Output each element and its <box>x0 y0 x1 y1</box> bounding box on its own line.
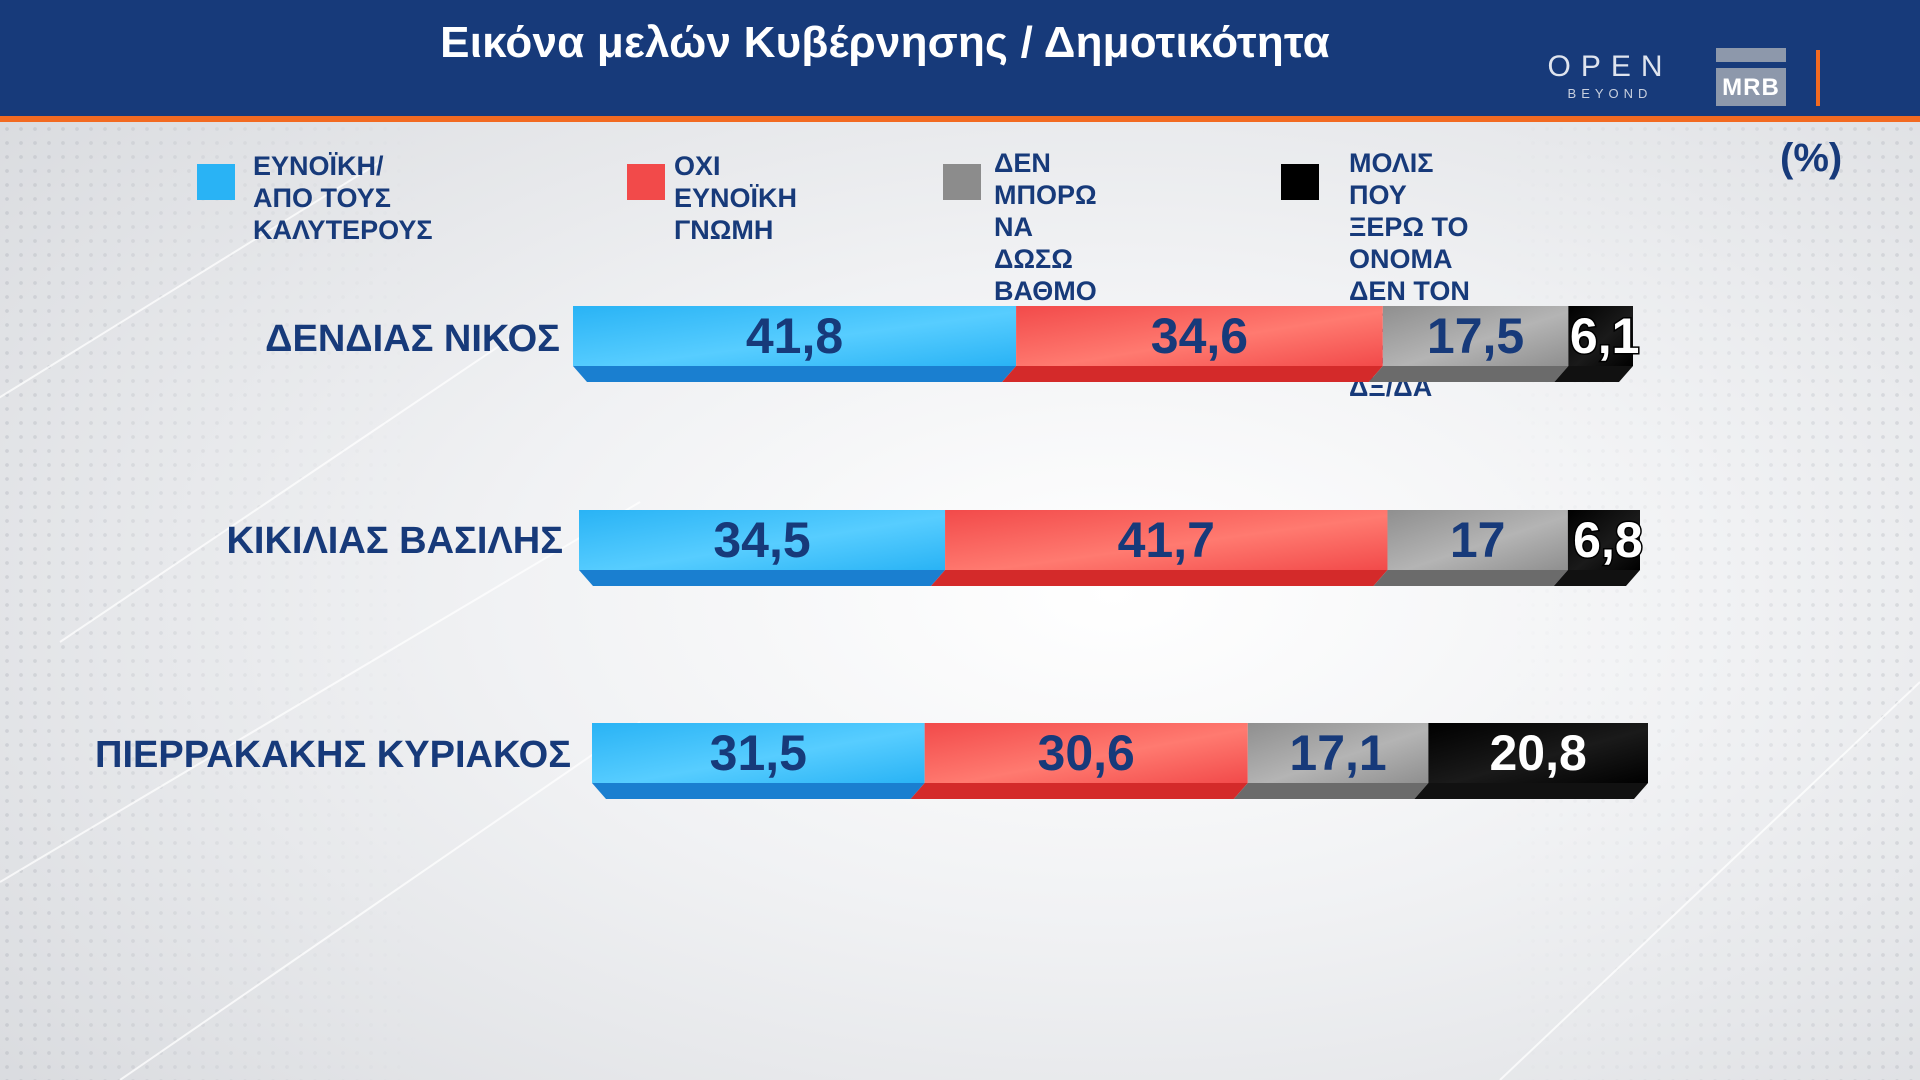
bar-depth-kikilias-unfavorable <box>931 570 1388 586</box>
bar-depth-kikilias-cannot-rate <box>1373 570 1568 586</box>
legend-swatch-unfavorable <box>627 164 665 200</box>
bar-depth-kikilias-unknown <box>1553 570 1640 586</box>
bar-segment-kikilias-favorable <box>579 510 946 570</box>
data-label-dendias-cannot-rate: 17,5 <box>1427 308 1524 364</box>
bar-segment-kikilias-unknown <box>1567 510 1640 570</box>
bar-segment-pierrakakis-cannot-rate <box>1247 723 1429 783</box>
data-label-pierrakakis-unknown: 20,8 <box>1490 725 1587 781</box>
bar-row-kikilias: 34,5 41,7 17 6,8 <box>579 510 1644 586</box>
row-label-kikilias: ΚΙΚΙΛΙΑΣ ΒΑΣΙΛΗΣ <box>226 520 563 562</box>
bar-segment-pierrakakis-favorable <box>592 723 925 783</box>
mrb-logo: MRB <box>1716 48 1786 106</box>
data-label-kikilias-unknown: 6,8 <box>1573 512 1643 568</box>
bar-depth-pierrakakis-unknown <box>1414 783 1648 799</box>
open-logo-text: OPEN <box>1547 50 1673 83</box>
bar-segment-pierrakakis-unknown <box>1428 723 1648 783</box>
data-label-dendias-favorable: 41,8 <box>746 308 843 364</box>
bar-segment-pierrakakis-unfavorable <box>924 723 1248 783</box>
header-accent-divider <box>1816 50 1820 106</box>
bar-segment-dendias-cannot-rate <box>1382 306 1569 366</box>
data-label-kikilias-cannot-rate: 17 <box>1450 512 1506 568</box>
data-label-dendias-unfavorable: 34,6 <box>1151 308 1248 364</box>
bar-depth-dendias-unknown <box>1554 366 1633 382</box>
open-logo-subtext: BEYOND <box>1567 86 1653 101</box>
legend-label-cannot-rate: ΔΕΝ ΜΠΟΡΩ ΝΑ ΔΩΣΩ ΒΑΘΜΟ <box>994 148 1097 306</box>
bar-row-dendias: 41,8 34,6 17,5 6,1 <box>573 306 1641 382</box>
header-bar: Εικόνα μελών Κυβέρνησης / Δημοτικότητα O… <box>0 0 1920 122</box>
legend-swatch-favorable <box>197 164 235 200</box>
bar-row-pierrakakis: 31,5 30,6 17,1 20,8 <box>592 723 1648 799</box>
bar-depth-pierrakakis-cannot-rate <box>1233 783 1429 799</box>
legend-label-unfavorable: ΟΧΙ ΕΥΝΟΪΚΗ ΓΝΩΜΗ <box>674 151 798 245</box>
legend-label-favorable: ΕΥΝΟΪΚΗ/ ΑΠΟ ΤΟΥΣ ΚΑΛΥΤΕΡΟΥΣ <box>253 151 433 245</box>
bar-depth-pierrakakis-unfavorable <box>910 783 1248 799</box>
legend-swatch-cannot-rate <box>943 164 981 200</box>
bar-segment-dendias-unknown <box>1568 306 1633 366</box>
data-label-dendias-unknown: 6,1 <box>1570 308 1640 364</box>
legend-swatch-unknown <box>1281 164 1319 200</box>
bar-depth-dendias-cannot-rate <box>1368 366 1569 382</box>
bar-depth-dendias-favorable <box>573 366 1017 382</box>
data-label-pierrakakis-unfavorable: 30,6 <box>1038 725 1135 781</box>
data-label-kikilias-favorable: 34,5 <box>713 512 810 568</box>
bar-segment-kikilias-cannot-rate <box>1387 510 1568 570</box>
row-label-dendias: ΔΕΝΔΙΑΣ ΝΙΚΟΣ <box>265 318 560 360</box>
data-label-pierrakakis-cannot-rate: 17,1 <box>1289 725 1386 781</box>
bar-segment-dendias-unfavorable <box>1016 306 1383 366</box>
bar-segment-dendias-favorable <box>573 306 1017 366</box>
bar-depth-dendias-unfavorable <box>1002 366 1383 382</box>
bar-depth-pierrakakis-favorable <box>592 783 925 799</box>
page-title: Εικόνα μελών Κυβέρνησης / Δημοτικότητα <box>440 18 1330 67</box>
bar-depth-kikilias-favorable <box>579 570 946 586</box>
row-label-pierrakakis: ΠΙΕΡΡΑΚΑΚΗΣ ΚΥΡΙΑΚΟΣ <box>95 734 571 776</box>
unit-label: (%) <box>1780 136 1843 180</box>
data-label-pierrakakis-favorable: 31,5 <box>710 725 807 781</box>
bar-segment-kikilias-unfavorable <box>945 510 1388 570</box>
mrb-logo-bar <box>1716 48 1786 62</box>
open-beyond-logo: OPEN BEYOND <box>1540 50 1680 102</box>
data-label-kikilias-unfavorable: 41,7 <box>1118 512 1215 568</box>
mrb-logo-text: MRB <box>1716 68 1786 106</box>
